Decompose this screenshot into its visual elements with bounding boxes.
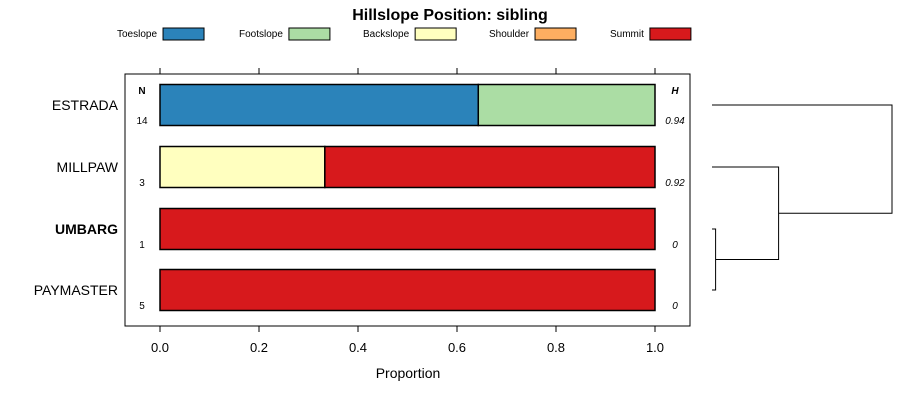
row-label-paymaster: PAYMASTER: [34, 282, 118, 298]
legend-label-shoulder: Shoulder: [489, 29, 530, 40]
x-tick-label-1: 0.2: [250, 340, 268, 355]
row-estrada: ESTRADA 14 0.94: [52, 83, 685, 127]
n-header: N: [138, 86, 145, 97]
row-umbarg: UMBARG 1 0: [55, 207, 678, 251]
row-h-umbarg: 0: [672, 240, 678, 251]
x-tick-label-0: 0.0: [151, 340, 169, 355]
bar-millpaw-backslope: [159, 145, 326, 189]
x-tick-label-3: 0.6: [448, 340, 466, 355]
h-header: H: [671, 86, 679, 97]
bar-estrada-toeslope: [159, 83, 480, 127]
row-h-estrada: 0.94: [665, 116, 685, 127]
legend-swatch-backslope: [414, 27, 457, 41]
row-h-paymaster: 0: [672, 301, 678, 312]
legend-label-toeslope: Toeslope: [117, 29, 157, 40]
x-tick-label-5: 1.0: [646, 340, 664, 355]
bar-millpaw-summit: [324, 145, 656, 189]
row-n-umbarg: 1: [139, 240, 145, 251]
x-tick-label-2: 0.4: [349, 340, 367, 355]
x-axis-label: Proportion: [376, 365, 441, 381]
bar-estrada-footslope: [477, 83, 656, 127]
row-n-estrada: 14: [136, 116, 148, 127]
legend-swatch-summit: [649, 27, 692, 41]
dendrogram: [712, 104, 893, 291]
x-axis: 0.0 0.2 0.4 0.6 0.8 1.0: [151, 325, 664, 355]
chart-title: Hillslope Position: sibling: [352, 7, 548, 24]
row-millpaw: MILLPAW 3 0.92: [57, 145, 685, 189]
dendro-merge-2: [712, 104, 893, 214]
legend-label-backslope: Backslope: [363, 29, 410, 40]
row-n-millpaw: 3: [139, 178, 145, 189]
legend-swatch-footslope: [288, 27, 331, 41]
row-label-millpaw: MILLPAW: [57, 159, 119, 175]
row-paymaster: PAYMASTER 5 0: [34, 268, 678, 312]
row-label-estrada: ESTRADA: [52, 97, 119, 113]
row-n-paymaster: 5: [139, 301, 145, 312]
bar-umbarg-summit: [159, 207, 656, 251]
legend: Toeslope Footslope Backslope Shoulder Summit: [117, 27, 692, 41]
bar-paymaster-summit: [159, 268, 656, 312]
legend-swatch-toeslope: [162, 27, 205, 41]
dendro-merge-0: [712, 228, 717, 291]
x-tick-label-4: 0.8: [547, 340, 565, 355]
legend-label-summit: Summit: [610, 29, 644, 40]
top-ticks: [159, 68, 656, 74]
row-label-umbarg: UMBARG: [55, 221, 118, 237]
legend-swatch-shoulder: [534, 27, 577, 41]
row-h-millpaw: 0.92: [665, 178, 685, 189]
legend-label-footslope: Footslope: [239, 29, 283, 40]
dendro-merge-1: [712, 166, 780, 260]
